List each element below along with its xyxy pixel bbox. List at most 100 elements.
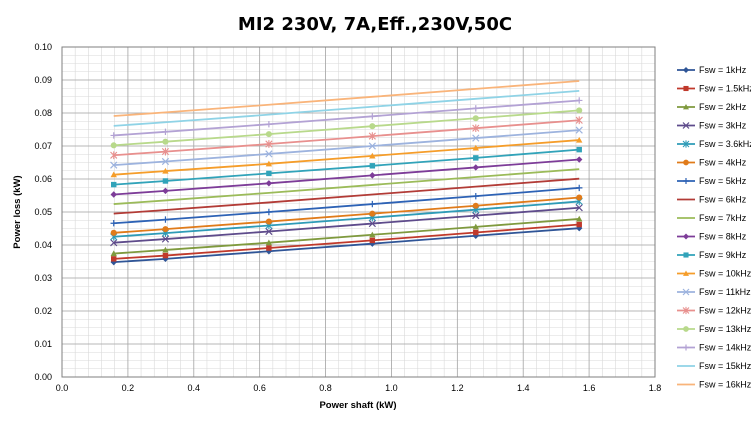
legend-marker bbox=[683, 233, 689, 240]
series-17 bbox=[113, 89, 580, 127]
legend-item: Fsw = 4kHz bbox=[677, 158, 747, 168]
series-6 bbox=[110, 194, 583, 236]
legend-item: Fsw = 1.5kHz bbox=[677, 84, 751, 94]
y-tick-label: 0.00 bbox=[34, 372, 52, 382]
legend: Fsw = 1kHz Fsw = 1.5kHz Fsw = 2kHz Fsw = 3k… bbox=[677, 65, 751, 390]
data-point bbox=[111, 181, 117, 188]
legend-label: Fsw = 1.5kHz bbox=[699, 84, 751, 94]
series-2 bbox=[111, 221, 582, 262]
data-point bbox=[162, 226, 169, 233]
data-point bbox=[575, 204, 583, 212]
series-line bbox=[113, 148, 580, 186]
series-14 bbox=[110, 116, 583, 160]
data-point bbox=[265, 140, 273, 148]
data-point bbox=[369, 231, 376, 238]
series-line bbox=[113, 227, 580, 264]
data-point bbox=[266, 170, 272, 177]
axes bbox=[61, 46, 656, 378]
data-point bbox=[472, 164, 479, 171]
legend-label: Fsw = 4kHz bbox=[699, 158, 747, 168]
data-point bbox=[576, 215, 583, 222]
data-point bbox=[162, 252, 169, 259]
legend-marker bbox=[683, 178, 689, 184]
data-point bbox=[162, 178, 169, 184]
x-axis-tick-labels: 0.0 0.2 0.4 0.6 0.8 1.0 1.2 1.4 1.6 1.8 bbox=[56, 383, 662, 393]
legend-item: Fsw = 13kHz bbox=[677, 324, 751, 334]
data-point bbox=[265, 180, 273, 187]
data-point bbox=[576, 184, 583, 192]
legend-marker bbox=[683, 104, 689, 110]
legend-label: Fsw = 2kHz bbox=[699, 102, 747, 112]
series-4 bbox=[110, 204, 583, 247]
x-axis-label: Power shaft (kW) bbox=[319, 400, 396, 411]
legend-label: Fsw = 16kHz bbox=[699, 380, 751, 390]
series-16 bbox=[110, 97, 583, 139]
data-point bbox=[576, 146, 582, 153]
y-axis-tick-labels: 0.00 0.01 0.02 0.03 0.04 0.05 0.06 0.07 0.08 0.09… bbox=[34, 42, 52, 382]
legend-marker bbox=[683, 252, 689, 258]
data-point bbox=[265, 131, 272, 138]
data-point bbox=[576, 221, 582, 228]
data-point bbox=[576, 156, 583, 163]
legend-label: Fsw = 3kHz bbox=[699, 121, 747, 131]
series-line bbox=[113, 200, 580, 238]
series-line bbox=[113, 187, 580, 225]
x-tick-label: 1.6 bbox=[583, 383, 596, 393]
data-point bbox=[265, 208, 273, 216]
legend-label: Fsw = 5kHz bbox=[699, 176, 747, 186]
data-point bbox=[265, 121, 273, 128]
legend-label: Fsw = 7kHz bbox=[699, 213, 747, 223]
data-point bbox=[473, 155, 479, 161]
data-point bbox=[472, 105, 479, 112]
data-point bbox=[110, 151, 118, 160]
y-tick-label: 0.03 bbox=[34, 273, 52, 283]
series-line bbox=[113, 139, 580, 176]
data-point bbox=[369, 172, 376, 179]
data-point bbox=[368, 132, 376, 140]
data-point bbox=[369, 237, 376, 244]
data-point bbox=[575, 116, 583, 125]
data-point bbox=[110, 161, 118, 169]
x-tick-label: 0.2 bbox=[122, 383, 135, 393]
data-point bbox=[162, 167, 169, 174]
data-point bbox=[162, 187, 169, 195]
y-tick-label: 0.01 bbox=[34, 339, 52, 349]
legend-label: Fsw = 9kHz bbox=[699, 250, 747, 260]
plot-area-border bbox=[61, 46, 656, 378]
legend-label: Fsw = 8kHz bbox=[699, 232, 747, 242]
y-axis-label: Power loss (kW) bbox=[12, 175, 23, 248]
legend-item: Fsw = 7kHz bbox=[677, 213, 747, 223]
legend-marker bbox=[682, 288, 690, 296]
data-point bbox=[110, 229, 117, 236]
legend-label: Fsw = 13kHz bbox=[699, 324, 751, 334]
data-point bbox=[162, 216, 169, 223]
legend-item: Fsw = 14kHz bbox=[677, 343, 751, 353]
data-point bbox=[162, 246, 169, 253]
data-point bbox=[161, 235, 170, 243]
data-point bbox=[472, 223, 479, 230]
data-point bbox=[369, 152, 376, 159]
data-point bbox=[472, 124, 480, 133]
series-3 bbox=[110, 215, 583, 257]
data-point bbox=[472, 212, 480, 220]
data-point bbox=[368, 219, 376, 228]
data-point bbox=[472, 202, 479, 209]
x-tick-label: 0.8 bbox=[319, 383, 332, 393]
chart-title: MI2 230V, 7A,Eff.,230V,50C bbox=[238, 14, 512, 35]
legend-item: Fsw = 11kHz bbox=[677, 287, 751, 297]
legend-marker bbox=[682, 140, 690, 148]
series-10 bbox=[110, 156, 583, 198]
data-point bbox=[266, 245, 272, 251]
legend-label: Fsw = 11kHz bbox=[699, 287, 751, 297]
grid bbox=[61, 46, 656, 378]
legend-label: Fsw = 1kHz bbox=[699, 65, 747, 75]
data-point bbox=[162, 138, 169, 145]
legend-item: Fsw = 8kHz bbox=[677, 232, 747, 242]
data-point bbox=[369, 123, 376, 130]
data-point bbox=[111, 256, 117, 262]
y-tick-label: 0.04 bbox=[34, 240, 52, 250]
legend-label: Fsw = 14kHz bbox=[699, 343, 751, 353]
data-point bbox=[369, 113, 376, 120]
data-point bbox=[575, 126, 583, 134]
legend-marker bbox=[683, 326, 689, 332]
